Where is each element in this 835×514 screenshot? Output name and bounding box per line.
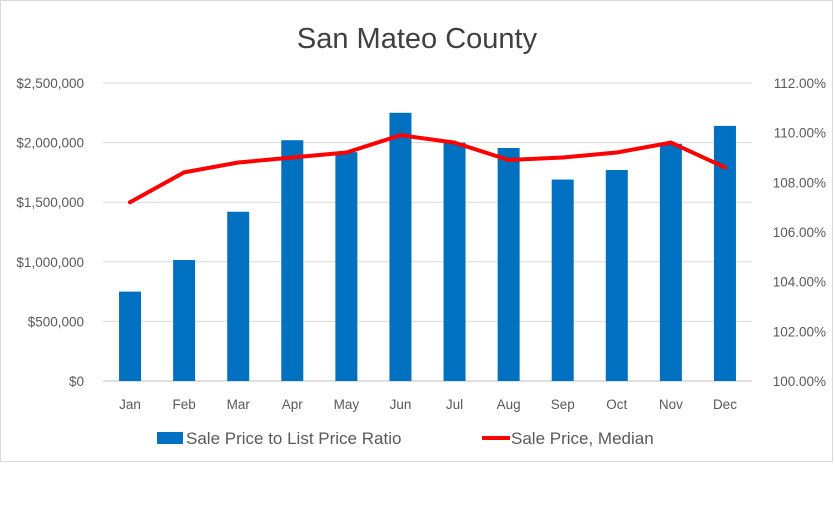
x-tick-label: Jun bbox=[390, 397, 412, 412]
x-tick-label: Apr bbox=[282, 397, 304, 412]
line-point bbox=[344, 150, 349, 155]
y-left-tick-label: $1,000,000 bbox=[16, 255, 84, 270]
y-right-tick-label: 106.00% bbox=[773, 225, 826, 240]
y-right-tick-label: 110.00% bbox=[774, 126, 826, 141]
bar bbox=[281, 140, 304, 381]
line-point bbox=[182, 170, 187, 175]
x-tick-label: Jan bbox=[119, 397, 141, 412]
x-tick-label: Mar bbox=[227, 397, 251, 412]
y-left-tick-label: $1,500,000 bbox=[16, 195, 84, 210]
x-tick-label: Feb bbox=[172, 397, 195, 412]
line-point bbox=[128, 200, 133, 205]
y-right-tick-label: 112.00% bbox=[774, 76, 826, 91]
series-line bbox=[128, 133, 727, 205]
x-tick-label: Nov bbox=[659, 397, 683, 412]
line-series bbox=[128, 133, 727, 205]
gridlines bbox=[103, 82, 752, 382]
y-right-tick-label: 100.00% bbox=[773, 374, 826, 389]
bar bbox=[173, 260, 196, 381]
y-right-tick-label: 102.00% bbox=[773, 324, 826, 339]
legend-swatch-bar bbox=[157, 432, 183, 444]
y-left-tick-label: $500,000 bbox=[28, 314, 84, 329]
line-point bbox=[290, 155, 295, 160]
bar bbox=[389, 112, 412, 382]
chart-frame bbox=[0, 0, 833, 462]
x-tick-label: May bbox=[334, 397, 360, 412]
legend: Sale Price to List Price Ratio Sale Pric… bbox=[157, 429, 654, 448]
bar bbox=[605, 170, 628, 381]
y-left-tick-label: $2,500,000 bbox=[16, 76, 84, 91]
x-tick-label: Sep bbox=[551, 397, 575, 412]
bar bbox=[497, 147, 520, 381]
bar bbox=[119, 291, 142, 381]
legend-label-bar: Sale Price to List Price Ratio bbox=[186, 429, 401, 448]
legend-label-line: Sale Price, Median bbox=[511, 429, 654, 448]
y-left-tick-label: $0 bbox=[69, 374, 84, 389]
bar-series bbox=[119, 112, 736, 382]
line-point bbox=[722, 165, 727, 170]
bar bbox=[551, 179, 574, 381]
y-left-tick-label: $2,000,000 bbox=[16, 136, 84, 151]
line-point bbox=[452, 140, 457, 145]
bar bbox=[659, 143, 682, 381]
line-point bbox=[668, 140, 673, 145]
line-point bbox=[614, 150, 619, 155]
y-axis-left: $0 $500,000 $1,000,000 $1,500,000 $2,000,000… bbox=[16, 76, 84, 389]
line-point bbox=[506, 157, 511, 162]
chart-title: San Mateo County bbox=[297, 23, 538, 55]
bar bbox=[713, 125, 736, 381]
x-tick-label: Dec bbox=[713, 397, 737, 412]
x-tick-label: Aug bbox=[497, 397, 521, 412]
x-tick-label: Oct bbox=[606, 397, 627, 412]
bar bbox=[227, 211, 250, 381]
bar bbox=[443, 142, 466, 381]
y-right-tick-label: 104.00% bbox=[773, 275, 826, 290]
line-point bbox=[236, 160, 241, 165]
line-point bbox=[398, 133, 403, 138]
x-axis: Jan Feb Mar Apr May Jun Jul Aug Sep Oct Nov Dec bbox=[119, 397, 737, 412]
y-axis-right: 100.00% 102.00% 104.00% 106.00% 108.00% 110.0… bbox=[773, 76, 826, 389]
bar bbox=[335, 152, 358, 381]
y-right-tick-label: 108.00% bbox=[773, 175, 826, 190]
line-point bbox=[560, 155, 565, 160]
x-tick-label: Jul bbox=[446, 397, 463, 412]
